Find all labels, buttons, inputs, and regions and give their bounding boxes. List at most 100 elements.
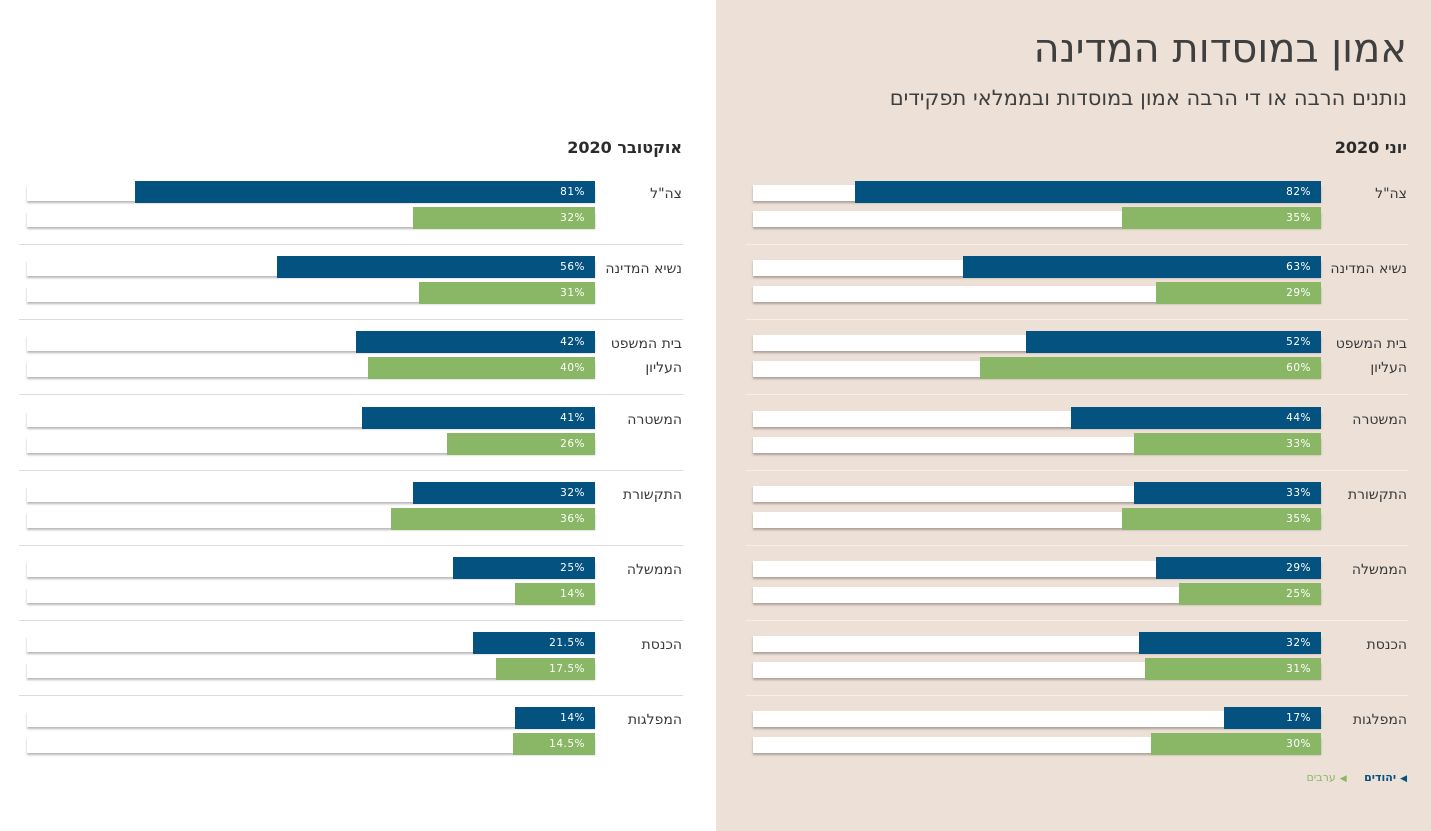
bar-jews <box>1156 557 1321 579</box>
bar-jews <box>356 331 595 354</box>
data-label: 44% <box>1286 411 1311 424</box>
row-separator <box>746 695 1408 697</box>
legend-item-arabs: ◀ערבים <box>1307 771 1347 784</box>
chart-row: הממשלה 25% 14% <box>0 556 716 631</box>
category-label: המפלגות <box>627 712 682 729</box>
chart-row: נשיא המדינה 63% 29% <box>716 255 1431 330</box>
bar-arabs <box>1133 432 1321 455</box>
category-label: צה"ל <box>650 186 682 202</box>
data-label: 52% <box>1286 336 1311 349</box>
bar-arabs <box>1156 282 1321 305</box>
chart-october-2020: אוקטובר 2020 צה"ל 81% 32% נשיא המדינה 56% 31%… <box>0 138 716 781</box>
row-separator <box>746 244 1408 245</box>
row-separator <box>19 544 683 546</box>
chart-row: נשיא המדינה 56% 31% <box>0 255 716 330</box>
data-label: 21.5% <box>549 637 585 650</box>
left-triangle-icon: ◀ <box>1400 774 1407 784</box>
bar-jews <box>1224 707 1321 730</box>
bar-arabs <box>1144 658 1321 681</box>
bar-jews <box>963 256 1321 279</box>
data-label: 56% <box>560 261 585 274</box>
chart-row: הכנסת 21.5% 17.5% <box>0 631 716 706</box>
chart-row: התקשורת 33% 35% <box>716 481 1431 556</box>
data-label: 40% <box>560 362 585 375</box>
legend-item-jews: ◀יהודים <box>1364 771 1407 784</box>
page-subtitle: נותנים הרבה או די הרבה אמון במוסדות ובממ… <box>889 86 1407 110</box>
data-label: 26% <box>560 437 585 450</box>
bar-track <box>27 711 595 728</box>
bar-jews <box>515 707 595 730</box>
bar-arabs <box>1122 507 1321 530</box>
category-label: נשיא המדינה <box>605 261 682 278</box>
category-label: הממשלה <box>626 562 682 578</box>
row-separator <box>19 695 683 697</box>
data-label: 63% <box>1286 261 1311 274</box>
bar-arabs <box>1179 583 1321 605</box>
chart-row: המשטרה 41% 26% <box>0 406 716 481</box>
bar-arabs <box>367 357 595 380</box>
category-label: המשטרה <box>1352 411 1407 428</box>
chart-title-june-2020: יוני 2020 <box>1334 138 1407 157</box>
page-title: אמון במוסדות המדינה <box>1033 26 1407 72</box>
data-label: 17.5% <box>549 663 585 676</box>
chart-row: הממשלה 29% 25% <box>716 556 1431 631</box>
chart-title-october-2020: אוקטובר 2020 <box>567 138 682 157</box>
bar-arabs <box>1122 207 1321 229</box>
data-label: 32% <box>560 486 585 499</box>
category-label: הממשלה <box>1351 562 1407 578</box>
category-label: התקשורת <box>622 486 682 503</box>
data-label: 36% <box>560 512 585 525</box>
row-separator <box>746 620 1408 621</box>
chart-row: בית המשפט העליון 52% 60% <box>716 330 1431 405</box>
bar-arabs <box>495 658 595 681</box>
chart-row: המפלגות 14% 14.5% <box>0 706 716 781</box>
data-label: 29% <box>1286 562 1311 574</box>
category-label: הכנסת <box>1366 637 1407 654</box>
data-label: 14% <box>560 712 585 725</box>
data-label: 33% <box>1286 486 1311 499</box>
bar-jews <box>1025 331 1321 354</box>
row-separator <box>19 620 683 621</box>
bar-jews <box>134 181 595 203</box>
row-separator <box>19 394 683 396</box>
data-label: 17% <box>1286 712 1311 725</box>
chart-row: התקשורת 32% 36% <box>0 481 716 556</box>
bar-jews <box>1133 481 1321 504</box>
data-label: 81% <box>560 186 585 198</box>
data-label: 30% <box>1286 738 1311 751</box>
legend-label-jews: יהודים <box>1364 771 1397 784</box>
row-separator <box>19 319 683 321</box>
category-label: נשיא המדינה <box>1330 261 1407 278</box>
legend: ◀יהודים ◀ערבים <box>1293 771 1408 784</box>
left-triangle-icon: ◀ <box>1339 774 1347 784</box>
category-label: צה"ל <box>1375 186 1407 202</box>
bar-arabs <box>447 432 595 455</box>
data-label: 25% <box>560 562 585 574</box>
data-label: 29% <box>1286 287 1311 300</box>
chart-june-2020: יוני 2020 צה"ל 82% 35% נשיא המדינה 63% 29% בית… <box>716 0 1431 831</box>
data-label: 14% <box>560 588 585 600</box>
data-label: 31% <box>1286 663 1311 676</box>
bar-arabs <box>390 507 595 530</box>
data-label: 14.5% <box>549 738 585 751</box>
bar-arabs <box>418 282 595 305</box>
bar-jews <box>453 557 595 579</box>
chart-row: צה"ל 82% 35% <box>716 180 1431 255</box>
data-label: 32% <box>1286 637 1311 650</box>
bar-track <box>27 662 595 679</box>
data-label: 31% <box>560 287 585 300</box>
bar-track <box>27 587 595 603</box>
category-label: התקשורת <box>1347 486 1407 503</box>
data-label: 32% <box>560 212 585 224</box>
data-label: 41% <box>560 411 585 424</box>
chart-row: צה"ל 81% 32% <box>0 180 716 255</box>
category-label: המפלגות <box>1352 712 1407 729</box>
bar-track <box>27 737 595 754</box>
bar-arabs <box>515 583 595 605</box>
bar-arabs <box>413 207 595 229</box>
bar-jews <box>1071 406 1321 429</box>
row-separator <box>19 469 683 471</box>
bar-track <box>27 636 595 653</box>
data-label: 25% <box>1286 588 1311 600</box>
category-label: המשטרה <box>627 411 682 428</box>
